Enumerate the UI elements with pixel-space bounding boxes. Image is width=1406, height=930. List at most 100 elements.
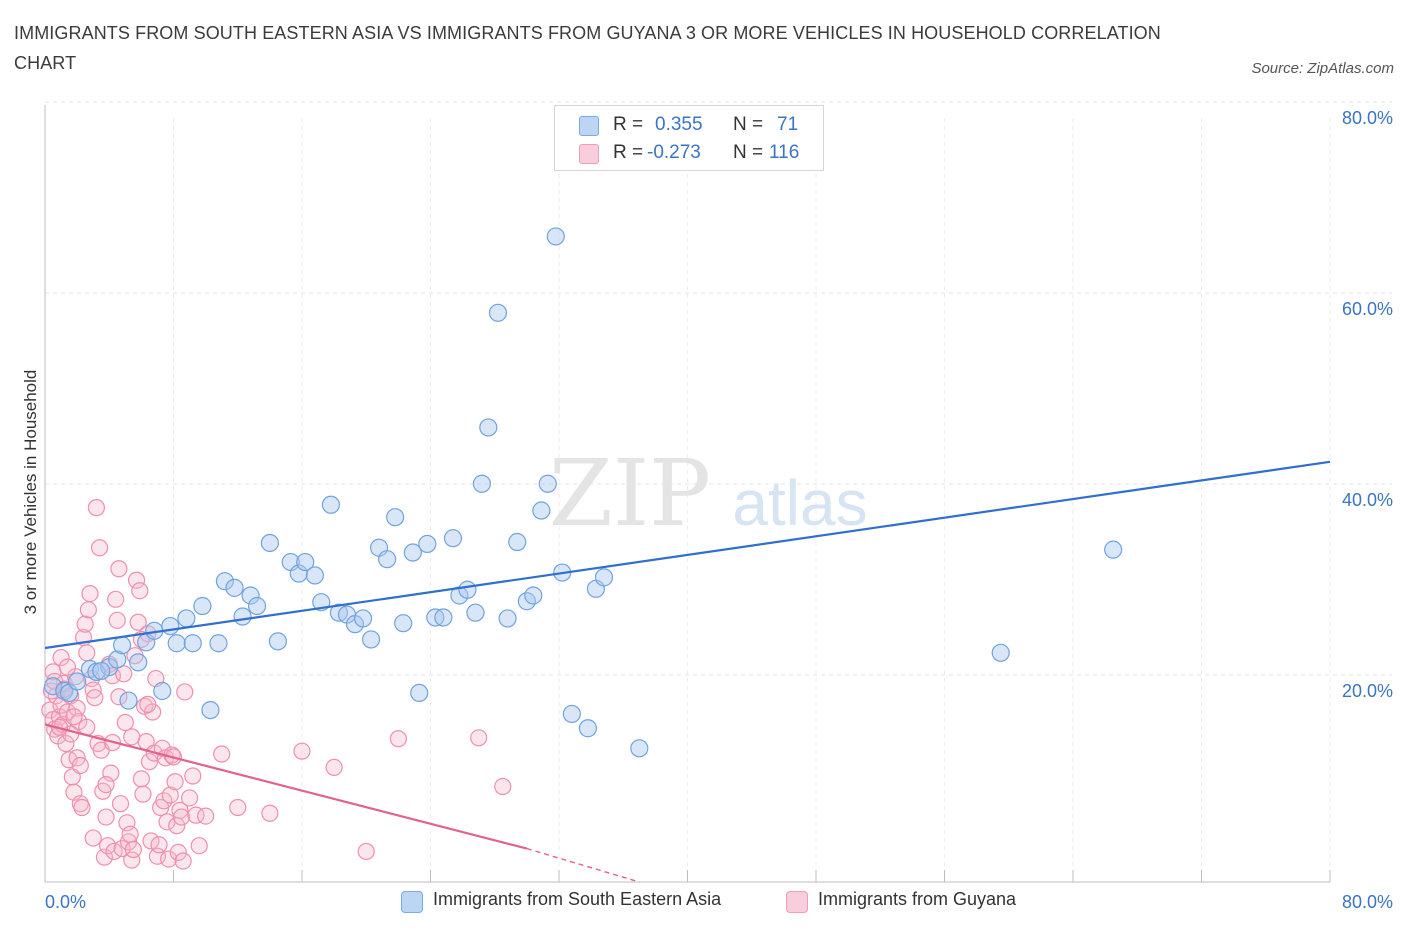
sea-point — [538, 474, 557, 493]
sea-point — [112, 636, 132, 655]
sea-point — [488, 303, 508, 322]
y-axis-label: 3 or more Vehicles in Household — [21, 370, 40, 615]
guyana-point — [139, 695, 157, 713]
sea-point — [578, 719, 598, 738]
legend-n-label: N = — [733, 142, 764, 163]
sea-point — [524, 586, 543, 605]
chart-title: IMMIGRANTS FROM SOUTH EASTERN ASIA VS IM… — [14, 23, 1161, 73]
sea-point — [562, 704, 581, 724]
sea-point — [498, 609, 517, 628]
guyana-point — [76, 615, 94, 633]
trend-lines — [44, 460, 1331, 883]
guyana-point — [172, 808, 191, 826]
guyana-point — [131, 582, 149, 600]
sea-trend-line — [44, 460, 1331, 650]
guyana-point — [261, 804, 279, 822]
sea-point — [233, 607, 252, 626]
guyana-point — [129, 613, 147, 631]
sea-point — [289, 564, 308, 583]
guyana-point — [357, 842, 375, 861]
guyana-point — [58, 658, 77, 676]
guyana-trend-line — [44, 723, 528, 850]
sea-point — [92, 661, 111, 681]
tick-labels: 20.0% 40.0% 60.0% 80.0% 0.0% 80.0% 3 or more V… — [21, 108, 1393, 912]
sea-point — [183, 634, 202, 653]
guyana-point — [190, 837, 208, 855]
guyana-point — [41, 701, 59, 719]
legend-r-value: 0.355 — [655, 114, 703, 135]
sea-point — [378, 550, 397, 569]
guyana-point — [65, 708, 83, 726]
sea-point — [167, 634, 186, 653]
guyana-point — [142, 832, 160, 850]
sea-point — [260, 533, 279, 553]
sea-point — [443, 529, 463, 548]
watermark-zip: ZIP — [549, 440, 711, 547]
guyana-point — [171, 801, 189, 819]
sea-point — [594, 568, 614, 587]
legend-r-label: R = — [613, 142, 644, 163]
bottom-legend-swatch-pink — [786, 891, 808, 913]
guyana-points — [41, 499, 512, 870]
guyana-point — [110, 560, 128, 578]
guyana-point — [86, 689, 104, 707]
bottom-legend-swatch-blue — [401, 891, 423, 913]
legend-n-label: N = — [733, 114, 764, 135]
guyana-point — [111, 795, 130, 813]
sea-point — [479, 418, 498, 437]
legend-swatch-blue — [579, 116, 599, 136]
guyana-point — [293, 742, 311, 760]
guyana-point — [78, 644, 96, 662]
sea-point — [361, 630, 381, 649]
sea-point — [247, 596, 267, 616]
guyana-point — [97, 808, 115, 826]
y-tick-label: 40.0% — [1342, 490, 1393, 510]
sea-point — [119, 691, 138, 710]
guyana-point — [180, 789, 199, 807]
guyana-point — [81, 584, 99, 603]
guyana-point — [52, 648, 70, 667]
sea-point — [394, 614, 413, 633]
guyana-point — [140, 753, 159, 771]
sea-point — [508, 532, 527, 552]
sea-point — [472, 474, 491, 493]
sea-point — [108, 650, 127, 669]
guyana-point — [176, 683, 194, 701]
legend-n-value: 71 — [777, 114, 799, 135]
bottom-legend-label-guyana: Immigrants from Guyana — [818, 889, 1017, 909]
guyana-point — [57, 734, 75, 753]
guyana-point — [169, 843, 187, 861]
guyana-point — [229, 798, 247, 817]
sea-point — [305, 566, 324, 585]
sea-point — [43, 677, 63, 696]
source-label: Source: ZipAtlas.com — [1251, 60, 1394, 77]
guyana-point — [166, 773, 184, 791]
bottom-legend-label-sea: Immigrants from South Eastern Asia — [433, 889, 722, 909]
guyana-point — [494, 777, 512, 796]
sea-point — [991, 643, 1010, 662]
y-tick-label: 20.0% — [1342, 681, 1393, 701]
sea-point — [546, 227, 565, 246]
guyana-point — [325, 758, 343, 777]
guyana-point — [174, 852, 192, 870]
guyana-point — [470, 729, 488, 747]
sea-point — [532, 501, 551, 520]
watermark-atlas: atlas — [732, 467, 867, 539]
sea-point — [161, 616, 180, 636]
legend-r-value: -0.273 — [647, 142, 701, 163]
guyana-point — [73, 798, 91, 817]
guyana-point — [389, 730, 407, 748]
guyana-point — [121, 825, 139, 843]
sea-point — [201, 700, 220, 720]
sea-point — [630, 739, 649, 758]
guyana-point — [155, 792, 173, 810]
guyana-point — [124, 840, 142, 859]
sea-point — [1104, 540, 1123, 559]
y-tick-label: 80.0% — [1342, 108, 1393, 128]
sea-point — [68, 672, 87, 691]
sea-point — [353, 609, 373, 628]
sea-point — [466, 603, 485, 622]
sea-point — [296, 552, 315, 572]
guyana-point — [161, 786, 179, 804]
guyana-point — [213, 745, 231, 763]
